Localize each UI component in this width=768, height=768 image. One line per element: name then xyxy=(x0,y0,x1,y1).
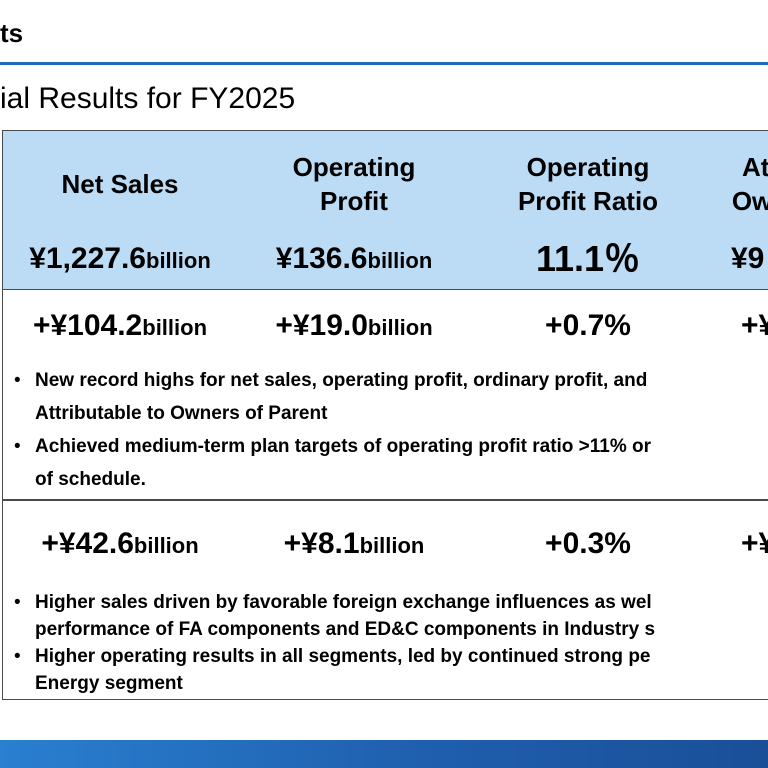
net-sales-unit: billion xyxy=(146,248,211,273)
row1-operating-profit-unit: billion xyxy=(367,315,433,340)
row2-operating-profit-amount: +¥8.1 xyxy=(283,527,360,560)
operating-profit-ratio-value: 11.1％ xyxy=(471,239,705,279)
list-item: Higher sales driven by favorable foreign… xyxy=(11,589,655,643)
col-header-operating-profit: Operating Profit xyxy=(292,152,416,216)
row2-net-sales-change: +¥42.6billion xyxy=(3,524,237,566)
net-sales-value: ¥1,227.6billion xyxy=(3,239,237,281)
row1-operating-profit-change: +¥19.0billion xyxy=(237,306,471,348)
table-header-band xyxy=(3,131,768,290)
row1-bullet-list: New record highs for net sales, operatin… xyxy=(11,364,651,496)
operating-profit-unit: billion xyxy=(367,248,433,273)
col-header-operating-profit-ratio: Operating Profit Ratio xyxy=(517,152,659,216)
row-divider xyxy=(3,499,768,501)
row2-net-sales-amount: +¥42.6 xyxy=(41,527,134,560)
row2-net-sales-unit: billion xyxy=(133,533,199,558)
operating-profit-value: ¥136.6billion xyxy=(237,239,471,281)
bullet-line: performance of FA components and ED&C co… xyxy=(35,619,656,640)
bullet-line: of schedule. xyxy=(35,469,146,490)
header-rule xyxy=(0,62,768,65)
row2-ratio-amount: +0.3% xyxy=(545,527,631,560)
bullet-line: Achieved medium-term plan targets of ope… xyxy=(35,436,652,457)
row1-net-sales-change: +¥104.2billion xyxy=(3,306,237,348)
section-title: ial Results for FY2025 xyxy=(0,82,296,115)
row1-attributable-owners-change: +¥ xyxy=(705,306,768,346)
row2-operating-profit-unit: billion xyxy=(359,533,425,558)
bullet-line: Attributable to Owners of Parent xyxy=(35,403,328,424)
attributable-owners-amount: ¥9 xyxy=(731,242,765,275)
bullet-line: Higher operating results in all segments… xyxy=(35,646,651,667)
operating-profit-ratio-amount: 11.1％ xyxy=(535,238,641,279)
slide-header-title: ts xyxy=(0,18,24,48)
col-header-attributable-owners: Att Own xyxy=(731,152,768,216)
list-item: Higher operating results in all segments… xyxy=(11,643,655,697)
bullet-line: New record highs for net sales, operatin… xyxy=(35,370,648,391)
col-header-net-sales: Net Sales xyxy=(61,169,179,199)
row1-net-sales-unit: billion xyxy=(142,315,208,340)
list-item: New record highs for net sales, operatin… xyxy=(11,364,651,430)
operating-profit-amount: ¥136.6 xyxy=(275,242,368,275)
row1-ratio-amount: +0.7% xyxy=(545,309,631,342)
row2-bullet-list: Higher sales driven by favorable foreign… xyxy=(11,589,655,697)
row1-net-sales-amount: +¥104.2 xyxy=(32,309,143,342)
row2-operating-profit-change: +¥8.1billion xyxy=(237,524,471,566)
row1-operating-profit-amount: +¥19.0 xyxy=(275,309,368,342)
footer-band xyxy=(0,740,768,768)
row1-operating-profit-ratio-change: +0.7% xyxy=(471,306,705,346)
net-sales-amount: ¥1,227.6 xyxy=(29,242,146,275)
row1-attributable-amount: +¥ xyxy=(741,309,768,342)
bullet-line: Energy segment xyxy=(35,673,183,694)
row2-attributable-amount: +¥ xyxy=(741,527,768,560)
list-item: Achieved medium-term plan targets of ope… xyxy=(11,430,651,496)
bullet-line: Higher sales driven by favorable foreign… xyxy=(35,592,652,613)
results-table: Net Sales Operating Profit Operating Pro… xyxy=(2,130,768,700)
row2-attributable-owners-change: +¥ xyxy=(705,524,768,564)
attributable-owners-value: ¥9 xyxy=(705,239,768,279)
row2-operating-profit-ratio-change: +0.3% xyxy=(471,524,705,564)
